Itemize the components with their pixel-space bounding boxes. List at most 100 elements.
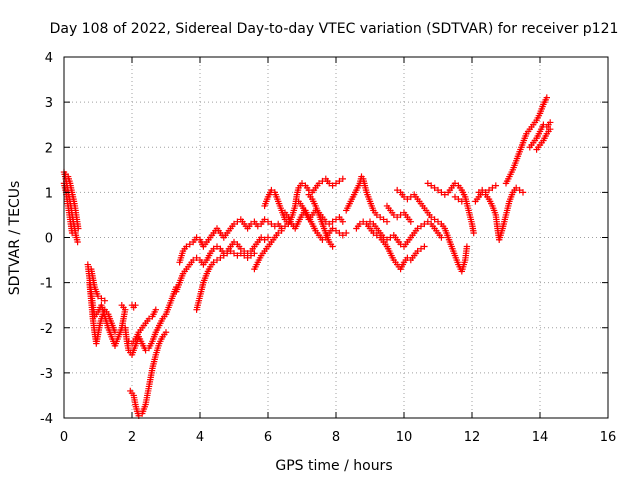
data-point [258, 234, 265, 241]
data-series [60, 94, 554, 419]
data-point [383, 236, 391, 243]
data-point [74, 238, 81, 246]
data-point [373, 211, 380, 219]
data-point [213, 256, 221, 264]
data-point [451, 193, 459, 201]
data-point [98, 295, 105, 302]
data-point [547, 119, 554, 126]
data-point [132, 301, 139, 309]
data-point [380, 234, 387, 241]
data-point [183, 243, 190, 250]
data-point [315, 180, 323, 187]
data-point [421, 220, 428, 228]
data-point [390, 211, 397, 219]
y-axis-label: SDTVAR / TECUs [7, 181, 23, 296]
data-point [186, 241, 193, 248]
data-point [414, 225, 421, 232]
x-tick-label: 6 [264, 430, 272, 445]
y-tick-label: -2 [40, 322, 53, 337]
data-point [254, 223, 261, 230]
data-point [421, 243, 428, 250]
data-point [210, 245, 217, 252]
data-point [451, 180, 459, 187]
grid [64, 57, 608, 418]
data-point [94, 292, 102, 300]
data-point [220, 252, 227, 259]
data-point [519, 189, 527, 196]
data-point [380, 216, 387, 223]
data-point [482, 189, 489, 196]
data-point [424, 218, 431, 225]
data-point [356, 220, 363, 228]
data-point [470, 229, 477, 237]
data-point [111, 329, 119, 336]
data-point [339, 175, 346, 183]
data-point [237, 250, 244, 257]
data-point [68, 229, 76, 237]
data-point [230, 238, 238, 246]
x-axis-label: GPS time / hours [275, 458, 392, 474]
data-point [336, 177, 343, 185]
data-point [264, 234, 272, 241]
data-point [230, 220, 238, 228]
data-point [329, 243, 336, 250]
data-point [268, 220, 275, 228]
data-point [339, 218, 346, 225]
data-point [370, 229, 377, 237]
data-point [241, 252, 248, 259]
data-point [485, 186, 493, 194]
data-point [230, 250, 238, 257]
data-point [193, 234, 200, 241]
data-point [281, 223, 289, 230]
data-point [101, 297, 108, 304]
data-point [383, 218, 391, 225]
data-point [463, 243, 471, 250]
data-point [360, 218, 367, 225]
data-point [438, 189, 445, 196]
data-point [145, 315, 153, 322]
x-tick-label: 0 [60, 430, 68, 445]
y-tick-label: 1 [45, 186, 53, 201]
y-tick-label: -1 [40, 277, 53, 292]
data-point [152, 306, 159, 313]
data-point [428, 182, 435, 189]
data-point [339, 232, 346, 239]
data-point [332, 180, 340, 187]
data-point [261, 216, 268, 223]
data-point [247, 252, 255, 259]
x-tick-label: 2 [128, 430, 136, 445]
data-point [162, 329, 170, 336]
data-point [244, 254, 251, 262]
data-point [407, 218, 414, 225]
data-point [516, 186, 523, 194]
data-point [404, 195, 411, 203]
data-point [394, 213, 401, 221]
data-point [193, 254, 200, 262]
data-point [428, 213, 435, 221]
data-point [492, 182, 499, 189]
data-point [543, 94, 550, 101]
data-point [394, 186, 401, 194]
data-point [329, 218, 336, 225]
data-point [489, 184, 496, 192]
data-point [329, 225, 336, 232]
data-point [513, 184, 520, 192]
x-tick-label: 4 [196, 430, 204, 445]
y-tick-label: -4 [40, 412, 53, 427]
data-point [479, 186, 486, 194]
data-point [234, 252, 241, 259]
data-point [217, 254, 224, 262]
data-point [298, 180, 306, 187]
data-point [227, 247, 234, 255]
data-point [434, 218, 442, 225]
data-point [261, 236, 268, 243]
data-point [224, 250, 231, 257]
data-point [400, 193, 408, 201]
data-point [118, 301, 125, 309]
y-tick-label: 4 [45, 51, 53, 66]
chart-title: Day 108 of 2022, Sidereal Day-to-day VTE… [50, 21, 619, 37]
data-point [326, 180, 333, 187]
data-point [210, 259, 217, 266]
